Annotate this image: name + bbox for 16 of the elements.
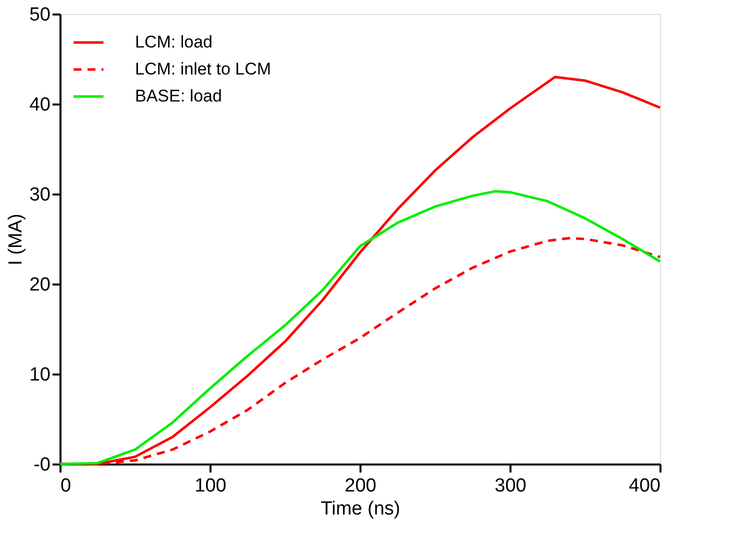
- y-tick-label: -0: [34, 454, 50, 476]
- x-tick-label: 400: [628, 476, 660, 496]
- x-tick-label: 200: [344, 476, 376, 496]
- y-tick-label: 50: [29, 4, 50, 26]
- legend-label: BASE: load: [135, 86, 222, 106]
- x-axis-title: Time (ns): [320, 498, 400, 520]
- legend-label: LCM: load: [135, 32, 212, 52]
- legend-label: LCM: inlet to LCM: [135, 60, 272, 78]
- x-tick-label: 300: [494, 476, 526, 496]
- x-tick-label: 0: [60, 476, 72, 496]
- y-tick-label: 40: [29, 94, 50, 116]
- y-tick-label: 10: [29, 364, 50, 386]
- y-tick-label: 20: [29, 274, 50, 296]
- y-axis-title: I (MA): [5, 214, 26, 266]
- x-tick-label: 100: [194, 476, 226, 496]
- y-tick-label: 30: [29, 184, 50, 206]
